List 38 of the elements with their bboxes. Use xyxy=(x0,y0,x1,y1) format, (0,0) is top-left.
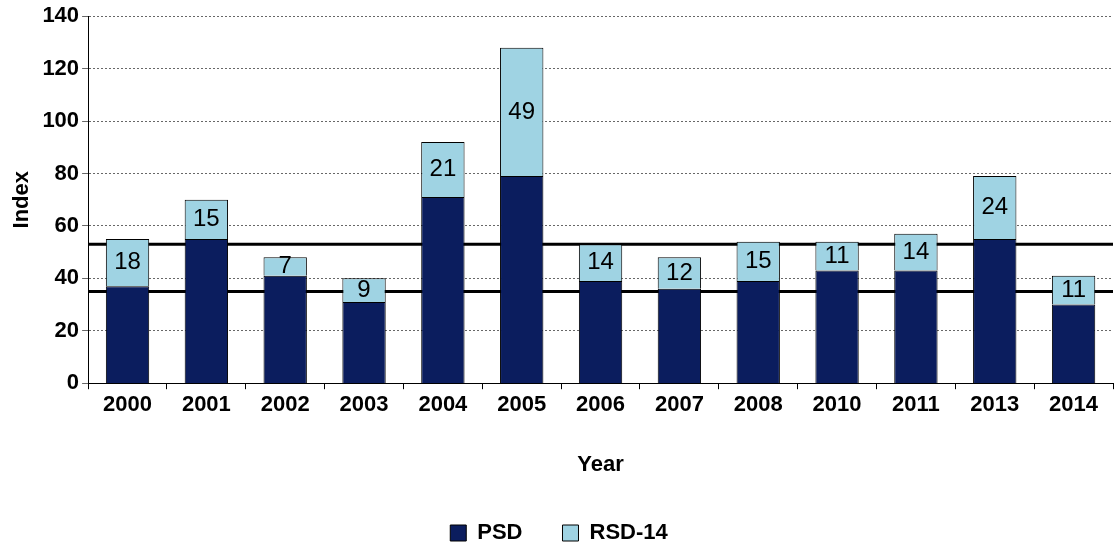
x-tick-label: 2010 xyxy=(812,391,862,417)
x-tick-label: 2002 xyxy=(260,391,310,417)
data-label: 7 xyxy=(278,251,292,279)
y-tick-label: 40 xyxy=(54,264,80,290)
data-label: 12 xyxy=(666,257,693,285)
x-tick-label: 2005 xyxy=(497,391,547,417)
y-tick-label: 140 xyxy=(42,2,80,28)
x-tick-label: 2006 xyxy=(576,391,626,417)
y-tick-label: 100 xyxy=(42,107,80,133)
x-tick-label: 2003 xyxy=(339,391,389,417)
x-tick-label: 2014 xyxy=(1049,391,1099,417)
data-label: 9 xyxy=(357,274,371,302)
x-tick-label: 2008 xyxy=(733,391,783,417)
data-label: 18 xyxy=(114,247,141,275)
y-tick-label: 120 xyxy=(42,54,80,80)
y-tick-label: 80 xyxy=(54,159,80,185)
data-label: 14 xyxy=(902,236,930,264)
legend-label: RSD-14 xyxy=(589,519,669,545)
data-label: 15 xyxy=(744,245,772,273)
x-tick-label: 2001 xyxy=(181,391,231,417)
data-label: 24 xyxy=(981,192,1009,220)
data-label: 21 xyxy=(429,154,457,182)
y-tick-label: 60 xyxy=(54,211,80,237)
x-tick-label: 2004 xyxy=(418,391,469,417)
data-label: 11 xyxy=(824,240,850,268)
data-label: 14 xyxy=(587,247,614,275)
y-tick-label: 0 xyxy=(66,369,80,395)
legend-label: PSD xyxy=(477,519,523,545)
x-tick-label: 2000 xyxy=(103,391,152,417)
x-axis-title: Year xyxy=(577,450,625,476)
x-tick-label: 2011 xyxy=(892,391,940,417)
data-label: 11 xyxy=(1061,274,1087,302)
data-label: 15 xyxy=(193,203,220,231)
data-label: 49 xyxy=(508,96,536,124)
x-tick-label: 2007 xyxy=(654,391,704,417)
x-tick-label: 2013 xyxy=(970,391,1020,417)
y-tick-label: 20 xyxy=(54,316,80,342)
y-axis-title: Index xyxy=(8,170,34,229)
